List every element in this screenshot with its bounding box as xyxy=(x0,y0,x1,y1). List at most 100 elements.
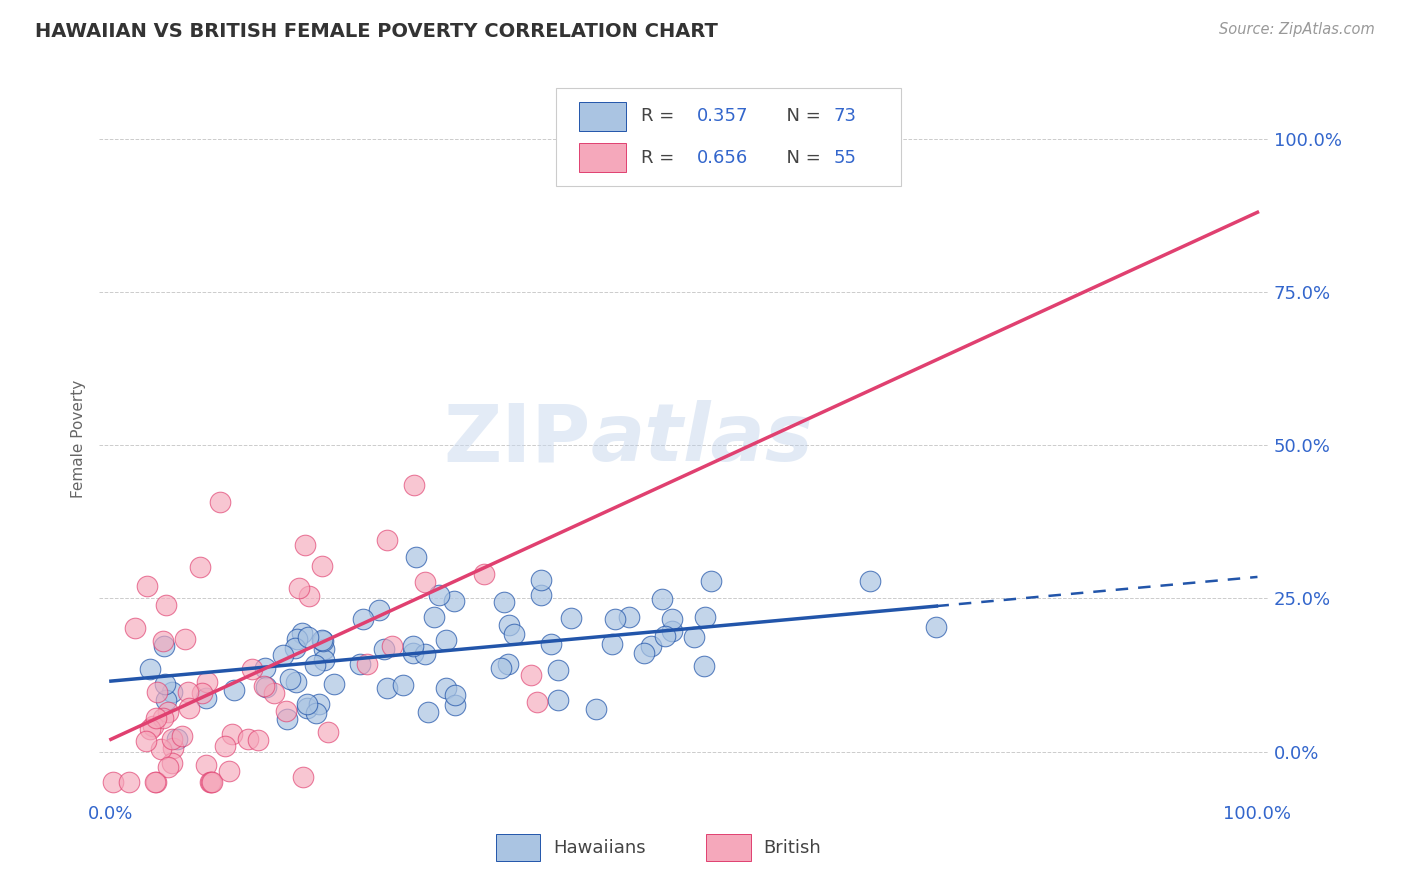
Text: atlas: atlas xyxy=(591,400,814,478)
Point xyxy=(474,566,496,581)
Point xyxy=(271,648,294,662)
Text: N =: N = xyxy=(775,149,827,167)
Point xyxy=(311,558,333,573)
Point xyxy=(619,610,641,624)
Point xyxy=(434,681,457,695)
Point xyxy=(356,657,378,671)
Text: 73: 73 xyxy=(834,107,856,125)
Point xyxy=(547,693,569,707)
Point xyxy=(139,662,162,676)
Point xyxy=(413,648,436,662)
Text: British: British xyxy=(763,838,821,856)
Point xyxy=(195,675,218,690)
Point xyxy=(152,633,174,648)
Point xyxy=(323,677,346,691)
Point xyxy=(603,612,626,626)
Point xyxy=(352,612,374,626)
Point xyxy=(498,657,520,672)
Point xyxy=(520,668,543,682)
Point xyxy=(297,701,319,715)
Point xyxy=(177,685,200,699)
Point xyxy=(145,685,167,699)
Point xyxy=(373,641,395,656)
Point xyxy=(291,770,314,784)
Point xyxy=(530,573,553,587)
Point xyxy=(295,697,318,711)
Point xyxy=(143,775,166,789)
Point xyxy=(284,640,307,655)
Point xyxy=(288,581,311,595)
Point xyxy=(311,633,333,648)
Point xyxy=(422,610,444,624)
Point xyxy=(661,624,683,638)
Point xyxy=(253,679,276,693)
Point xyxy=(284,674,307,689)
Point xyxy=(413,575,436,590)
Point xyxy=(429,588,451,602)
Point xyxy=(156,760,179,774)
Point xyxy=(200,775,222,789)
Point xyxy=(254,681,277,695)
FancyBboxPatch shape xyxy=(579,102,626,131)
Point xyxy=(375,681,398,695)
Text: Hawaiians: Hawaiians xyxy=(553,838,645,856)
Point xyxy=(166,732,188,747)
Point xyxy=(153,640,176,654)
Point xyxy=(274,704,297,718)
Point xyxy=(651,592,673,607)
Text: 55: 55 xyxy=(834,149,856,167)
Point xyxy=(285,632,308,646)
Point xyxy=(540,637,562,651)
Point xyxy=(246,732,269,747)
Text: ZIP: ZIP xyxy=(443,400,591,478)
Point xyxy=(191,686,214,700)
Point xyxy=(526,695,548,709)
Point xyxy=(654,629,676,643)
Point xyxy=(402,646,425,660)
Point xyxy=(859,574,882,588)
Text: Source: ZipAtlas.com: Source: ZipAtlas.com xyxy=(1219,22,1375,37)
Text: N =: N = xyxy=(775,107,827,125)
Point xyxy=(297,630,319,644)
Point xyxy=(170,729,193,743)
Point xyxy=(124,621,146,635)
Point xyxy=(305,706,328,720)
Point xyxy=(157,705,180,719)
Point xyxy=(263,686,285,700)
Point xyxy=(150,741,173,756)
Point xyxy=(222,682,245,697)
Point xyxy=(308,698,330,712)
Point xyxy=(547,663,569,677)
Point xyxy=(218,764,240,779)
Point xyxy=(276,712,298,726)
Point xyxy=(240,662,263,676)
Point xyxy=(502,626,524,640)
Point xyxy=(174,632,197,646)
Point xyxy=(699,574,721,589)
FancyBboxPatch shape xyxy=(496,834,540,862)
Point xyxy=(155,598,177,612)
Point xyxy=(280,672,302,686)
Point xyxy=(101,775,124,789)
Point xyxy=(160,756,183,770)
Point xyxy=(253,661,276,675)
Point xyxy=(209,495,232,509)
Point xyxy=(444,688,467,702)
Point xyxy=(135,580,157,594)
Point xyxy=(195,691,218,706)
Point xyxy=(443,593,465,607)
Point xyxy=(188,560,211,574)
Text: R =: R = xyxy=(641,149,681,167)
Point xyxy=(693,610,716,624)
Point xyxy=(162,685,184,699)
Point xyxy=(304,657,326,672)
Point xyxy=(498,618,520,632)
Point xyxy=(162,741,184,756)
Point xyxy=(200,775,222,789)
Point xyxy=(491,661,513,675)
Point xyxy=(201,775,224,789)
Point xyxy=(402,639,425,653)
Point xyxy=(238,732,260,747)
Point xyxy=(560,611,582,625)
Point xyxy=(152,711,174,725)
